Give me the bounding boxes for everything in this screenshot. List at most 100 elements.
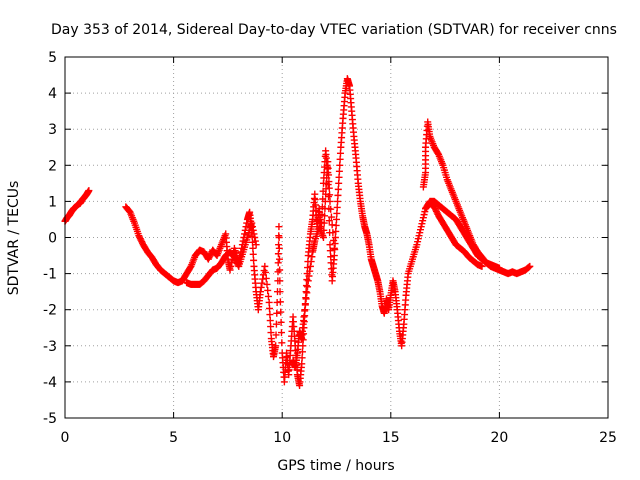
data-point-marker (324, 158, 332, 166)
data-point-marker (321, 212, 329, 220)
data-point-marker (495, 264, 503, 272)
y-tick-label: 1 (48, 194, 57, 210)
y-axis-label: SDTVAR / TECUs (6, 181, 22, 296)
y-tick-label: -4 (43, 375, 57, 391)
data-point-marker (262, 274, 270, 282)
data-point-marker (303, 276, 311, 284)
data-point-marker (320, 219, 328, 227)
data-point-marker (325, 184, 333, 192)
y-tick-label: 3 (48, 122, 57, 138)
y-tick-label: 2 (48, 158, 57, 174)
x-tick-label: 5 (169, 430, 178, 446)
series-segment-3 (183, 219, 260, 288)
data-point-marker (306, 262, 314, 270)
data-point-marker (267, 323, 275, 331)
data-point-marker (301, 307, 309, 315)
data-point-marker (275, 241, 283, 249)
data-point-marker (249, 250, 257, 258)
x-tick-label: 0 (61, 430, 70, 446)
data-point-marker (266, 317, 274, 325)
data-point-marker (276, 288, 284, 296)
y-tick-label: -2 (43, 303, 57, 319)
data-point-marker (274, 250, 282, 258)
data-point-marker (278, 339, 286, 347)
data-point-marker (256, 288, 264, 296)
data-point-marker (336, 149, 344, 157)
y-tick-label: -5 (43, 411, 57, 427)
data-point-marker (304, 277, 312, 285)
data-point-marker (251, 234, 259, 241)
data-point-marker (308, 253, 316, 261)
data-point-marker (335, 167, 343, 175)
y-tick-label: 5 (48, 50, 57, 66)
data-point-marker (335, 173, 343, 181)
data-point-marker (326, 247, 334, 255)
data-point-marker (334, 197, 342, 205)
data-point-marker (478, 262, 486, 270)
data-point-marker (227, 262, 235, 270)
series-segment-4 (289, 158, 338, 371)
data-point-marker (336, 161, 344, 169)
plot-frame (64, 56, 609, 419)
data-point-marker (276, 266, 284, 274)
data-point-marker (298, 360, 306, 368)
data-point-marker (267, 329, 275, 337)
series-segment-2 (122, 75, 534, 390)
data-point-marker (305, 272, 313, 280)
data-point-marker (326, 241, 334, 249)
data-point-marker (250, 230, 258, 238)
data-point-marker (264, 286, 272, 294)
data-point-marker (263, 280, 271, 288)
data-point-marker (334, 185, 342, 193)
data-point-marker (526, 262, 534, 270)
data-point-marker (326, 191, 334, 199)
data-point-marker (319, 234, 327, 241)
data-point-marker (249, 223, 257, 231)
data-point-marker (320, 226, 328, 234)
chart-title: Day 353 of 2014, Sidereal Day-to-day VTE… (51, 22, 617, 38)
data-point-marker (226, 266, 234, 274)
data-point-marker (336, 155, 344, 163)
data-markers (61, 75, 534, 390)
x-tick-label: 10 (273, 430, 291, 446)
data-point-marker (334, 191, 342, 199)
data-point-marker (248, 219, 256, 227)
data-point-marker (252, 241, 260, 249)
data-point-marker (325, 178, 333, 186)
data-point-marker (273, 309, 281, 317)
x-tick-label: 25 (599, 430, 617, 446)
data-point-marker (304, 283, 312, 291)
data-point-marker (300, 313, 308, 321)
data-point-marker (275, 223, 283, 231)
data-point-marker (251, 237, 259, 245)
data-point-marker (302, 288, 310, 296)
data-point-marker (277, 308, 285, 316)
data-point-marker (274, 259, 282, 267)
series-segment-5 (419, 118, 503, 272)
data-point-marker (272, 342, 280, 350)
data-point-marker (272, 320, 280, 328)
data-point-marker (85, 187, 93, 195)
x-tick-label: 20 (490, 430, 508, 446)
data-point-marker (275, 244, 283, 252)
data-point-marker (264, 292, 272, 300)
data-point-marker (302, 295, 310, 303)
data-point-marker (333, 215, 340, 223)
data-point-marker (265, 298, 273, 306)
data-point-marker (330, 237, 338, 245)
data-point-marker (257, 283, 265, 291)
data-point-marker (330, 252, 338, 260)
data-point-marker (266, 304, 274, 312)
data-point-marker (277, 329, 285, 337)
data-point-marker (302, 282, 310, 290)
data-point-marker (250, 256, 258, 264)
data-point-marker (333, 203, 341, 211)
data-point-marker (327, 213, 335, 221)
series-segment-1 (61, 187, 93, 225)
y-tick-label: 4 (48, 86, 57, 102)
data-point-marker (298, 348, 306, 356)
data-point-marker (325, 217, 333, 225)
series-segment-6 (422, 199, 486, 270)
data-point-marker (275, 255, 283, 263)
